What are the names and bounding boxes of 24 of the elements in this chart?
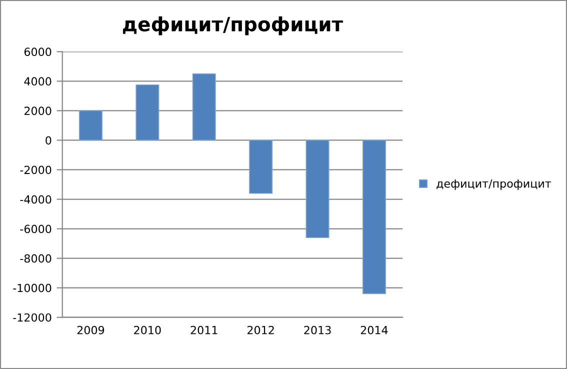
legend-label: дефицит/профицит xyxy=(436,179,552,190)
bar xyxy=(249,140,273,194)
x-tick-label: 2011 xyxy=(190,326,218,334)
y-tick-label: -2000 xyxy=(20,166,52,174)
y-tick-label: -12000 xyxy=(13,313,52,322)
y-tick-label: 6000 xyxy=(24,48,52,56)
x-tick-label: 2013 xyxy=(304,326,331,334)
x-tick-label: 2012 xyxy=(247,326,274,334)
y-tick-label: -6000 xyxy=(20,224,52,234)
y-tick-label: -10000 xyxy=(13,284,52,292)
bar xyxy=(78,110,102,141)
y-tick-label: -8000 xyxy=(20,254,52,263)
x-tick-label: 2009 xyxy=(77,326,104,334)
x-tick-label: 2010 xyxy=(134,326,161,334)
bar xyxy=(362,140,386,294)
y-tick-label: 4000 xyxy=(24,77,52,86)
bar xyxy=(192,73,216,141)
bar xyxy=(136,84,160,141)
y-tick-label: -4000 xyxy=(20,195,52,204)
y-tick-label: 2000 xyxy=(24,106,52,116)
x-tick-label: 2014 xyxy=(360,326,388,334)
y-tick-label: 0 xyxy=(46,136,52,145)
bar xyxy=(306,140,330,238)
chart-title: дефицит/профицит xyxy=(122,16,343,36)
